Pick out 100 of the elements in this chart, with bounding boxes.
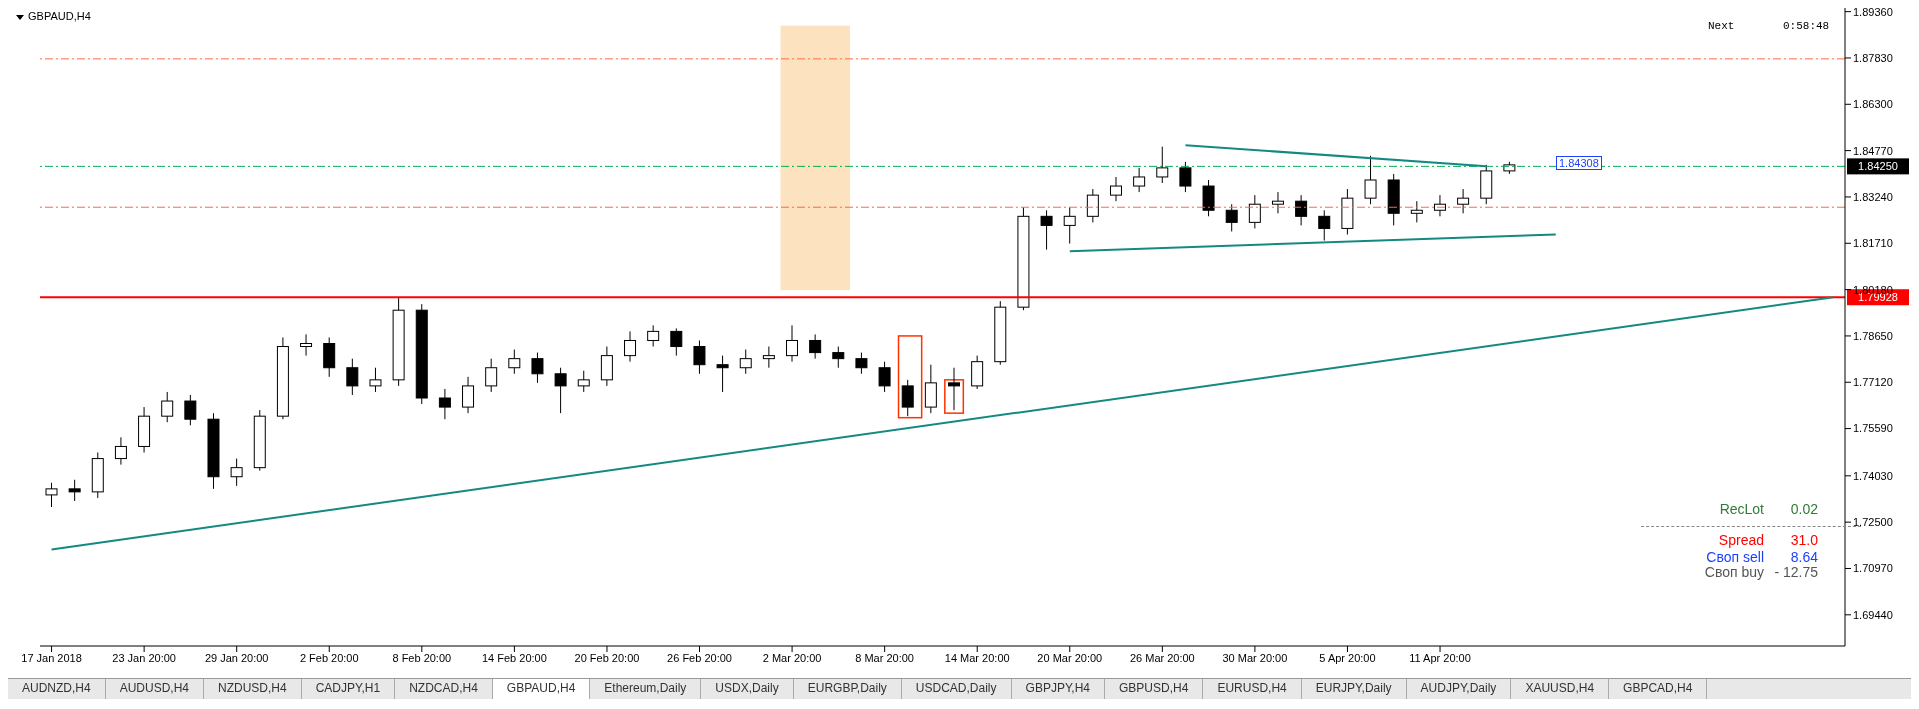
annotation: Своп sell (1706, 549, 1764, 565)
annotation: 0.02 (1789, 501, 1818, 517)
x-tick-label: 2 Feb 20:00 (299, 651, 359, 664)
candlestick (485, 358, 498, 393)
annotation: 31.0 (1789, 532, 1818, 548)
candlestick (1271, 191, 1284, 214)
candlestick (508, 349, 521, 375)
y-tick-label: 1.78650 (1853, 329, 1893, 342)
text: EURJPY,Daily (1301, 679, 1407, 699)
y-tick-label: 1.86300 (1853, 98, 1893, 111)
y-tick-label: 1.89360 (1853, 5, 1893, 18)
annotation: 8.64 (1789, 549, 1818, 565)
candlestick (230, 458, 243, 487)
candlestick (1410, 200, 1423, 223)
candlestick (1225, 203, 1238, 232)
text: GBPCAD,H4 (1609, 679, 1708, 699)
ref-line-label: 1.84250 (1858, 160, 1898, 173)
candlestick (832, 346, 845, 369)
x-tick-label: 30 Mar 20:00 (1222, 651, 1288, 664)
y-tick-label: 1.84770 (1853, 144, 1893, 157)
candlestick (1364, 155, 1377, 205)
text: Ethereum,Daily (590, 679, 702, 699)
candlestick (554, 367, 567, 414)
text: GBPJPY,H4 (1011, 679, 1106, 699)
text: AUDJPY,Daily (1406, 679, 1512, 699)
chart-title: GBPAUD,H4 (28, 10, 91, 22)
candlestick (531, 352, 544, 384)
y-tick-label: 1.87830 (1853, 51, 1893, 64)
text: EURGBP,Daily (793, 679, 902, 699)
x-tick-label: 23 Jan 20:00 (112, 651, 176, 664)
candlestick (346, 358, 359, 396)
text: AUDNZD,H4 (8, 679, 106, 699)
x-tick-label: 20 Feb 20:00 (574, 651, 640, 664)
candlestick (1295, 194, 1308, 226)
text: USDCAD,Daily (901, 679, 1012, 699)
annotation: Своп buy (1704, 564, 1764, 580)
text: NZDUSD,H4 (204, 679, 302, 699)
candlestick (1433, 194, 1446, 217)
x-tick-label: 2 Mar 20:00 (762, 651, 822, 664)
candlestick (577, 370, 590, 393)
y-tick-label: 1.81710 (1853, 237, 1893, 250)
candlestick (786, 324, 799, 363)
candlestick (1086, 188, 1099, 223)
candlestick (670, 327, 683, 357)
text: USDX,Daily (701, 679, 794, 699)
x-tick-label: 26 Mar 20:00 (1129, 651, 1195, 664)
x-tick-label: 14 Mar 20:00 (944, 651, 1010, 664)
candlestick (739, 349, 752, 375)
candlestick (184, 394, 197, 426)
candlestick (1156, 146, 1169, 184)
candlestick (114, 436, 127, 466)
candlestick (438, 388, 451, 420)
candlestick (1248, 194, 1261, 229)
candlestick (45, 482, 58, 508)
x-tick-label: 29 Jan 20:00 (204, 651, 269, 664)
annotation: 0:58:48 (1783, 20, 1830, 32)
y-tick-label: 1.72500 (1853, 516, 1893, 529)
text: AUDUSD,H4 (105, 679, 205, 699)
x-tick-label: 11 Apr 20:00 (1409, 651, 1471, 664)
candlestick (68, 479, 81, 502)
annotation: - 12.75 (1774, 564, 1818, 580)
text: NZDCAD,H4 (395, 679, 493, 699)
x-tick-label: 26 Feb 20:00 (667, 651, 732, 664)
candlestick (161, 391, 174, 423)
candlestick (1133, 167, 1146, 193)
annotation: Next (1708, 20, 1735, 32)
x-tick-label: 5 Apr 20:00 (1319, 651, 1376, 664)
candlestick (369, 367, 382, 393)
y-tick-label: 1.77120 (1853, 376, 1893, 389)
candlestick (878, 361, 891, 393)
y-tick-label: 1.83240 (1853, 190, 1893, 203)
x-tick-label: 8 Mar 20:00 (855, 651, 914, 664)
annotation: 1.84308 (1556, 155, 1602, 170)
candlestick (901, 379, 914, 417)
candlestick (1457, 188, 1470, 214)
text: GBPUSD,H4 (1105, 679, 1204, 699)
y-tick-label: 1.69440 (1853, 608, 1893, 621)
text: GBPAUD,H4 (492, 679, 591, 699)
y-tick-label: 1.70970 (1853, 562, 1893, 575)
text: EURUSD,H4 (1203, 679, 1302, 699)
candlestick (1179, 161, 1192, 193)
candlestick (462, 376, 475, 414)
candlestick (855, 352, 868, 375)
candlestick (762, 346, 775, 369)
x-tick-label: 8 Feb 20:00 (392, 651, 452, 664)
candlestick (809, 333, 822, 360)
candlestick (300, 333, 313, 357)
x-tick-label: 20 Mar 20:00 (1037, 651, 1103, 664)
candlestick (1318, 209, 1331, 242)
text: CADJPY,H1 (301, 679, 396, 699)
candlestick (693, 339, 706, 375)
x-tick-label: 17 Jan 2018 (21, 651, 82, 664)
candlestick (1040, 209, 1053, 251)
candlestick (1063, 206, 1076, 245)
candlestick (647, 324, 660, 348)
candlestick (716, 355, 729, 393)
y-tick-label: 1.75590 (1853, 422, 1893, 435)
x-tick-label: 14 Feb 20:00 (481, 651, 547, 664)
candlestick (1109, 176, 1122, 202)
annotation: Spread (1718, 532, 1764, 548)
